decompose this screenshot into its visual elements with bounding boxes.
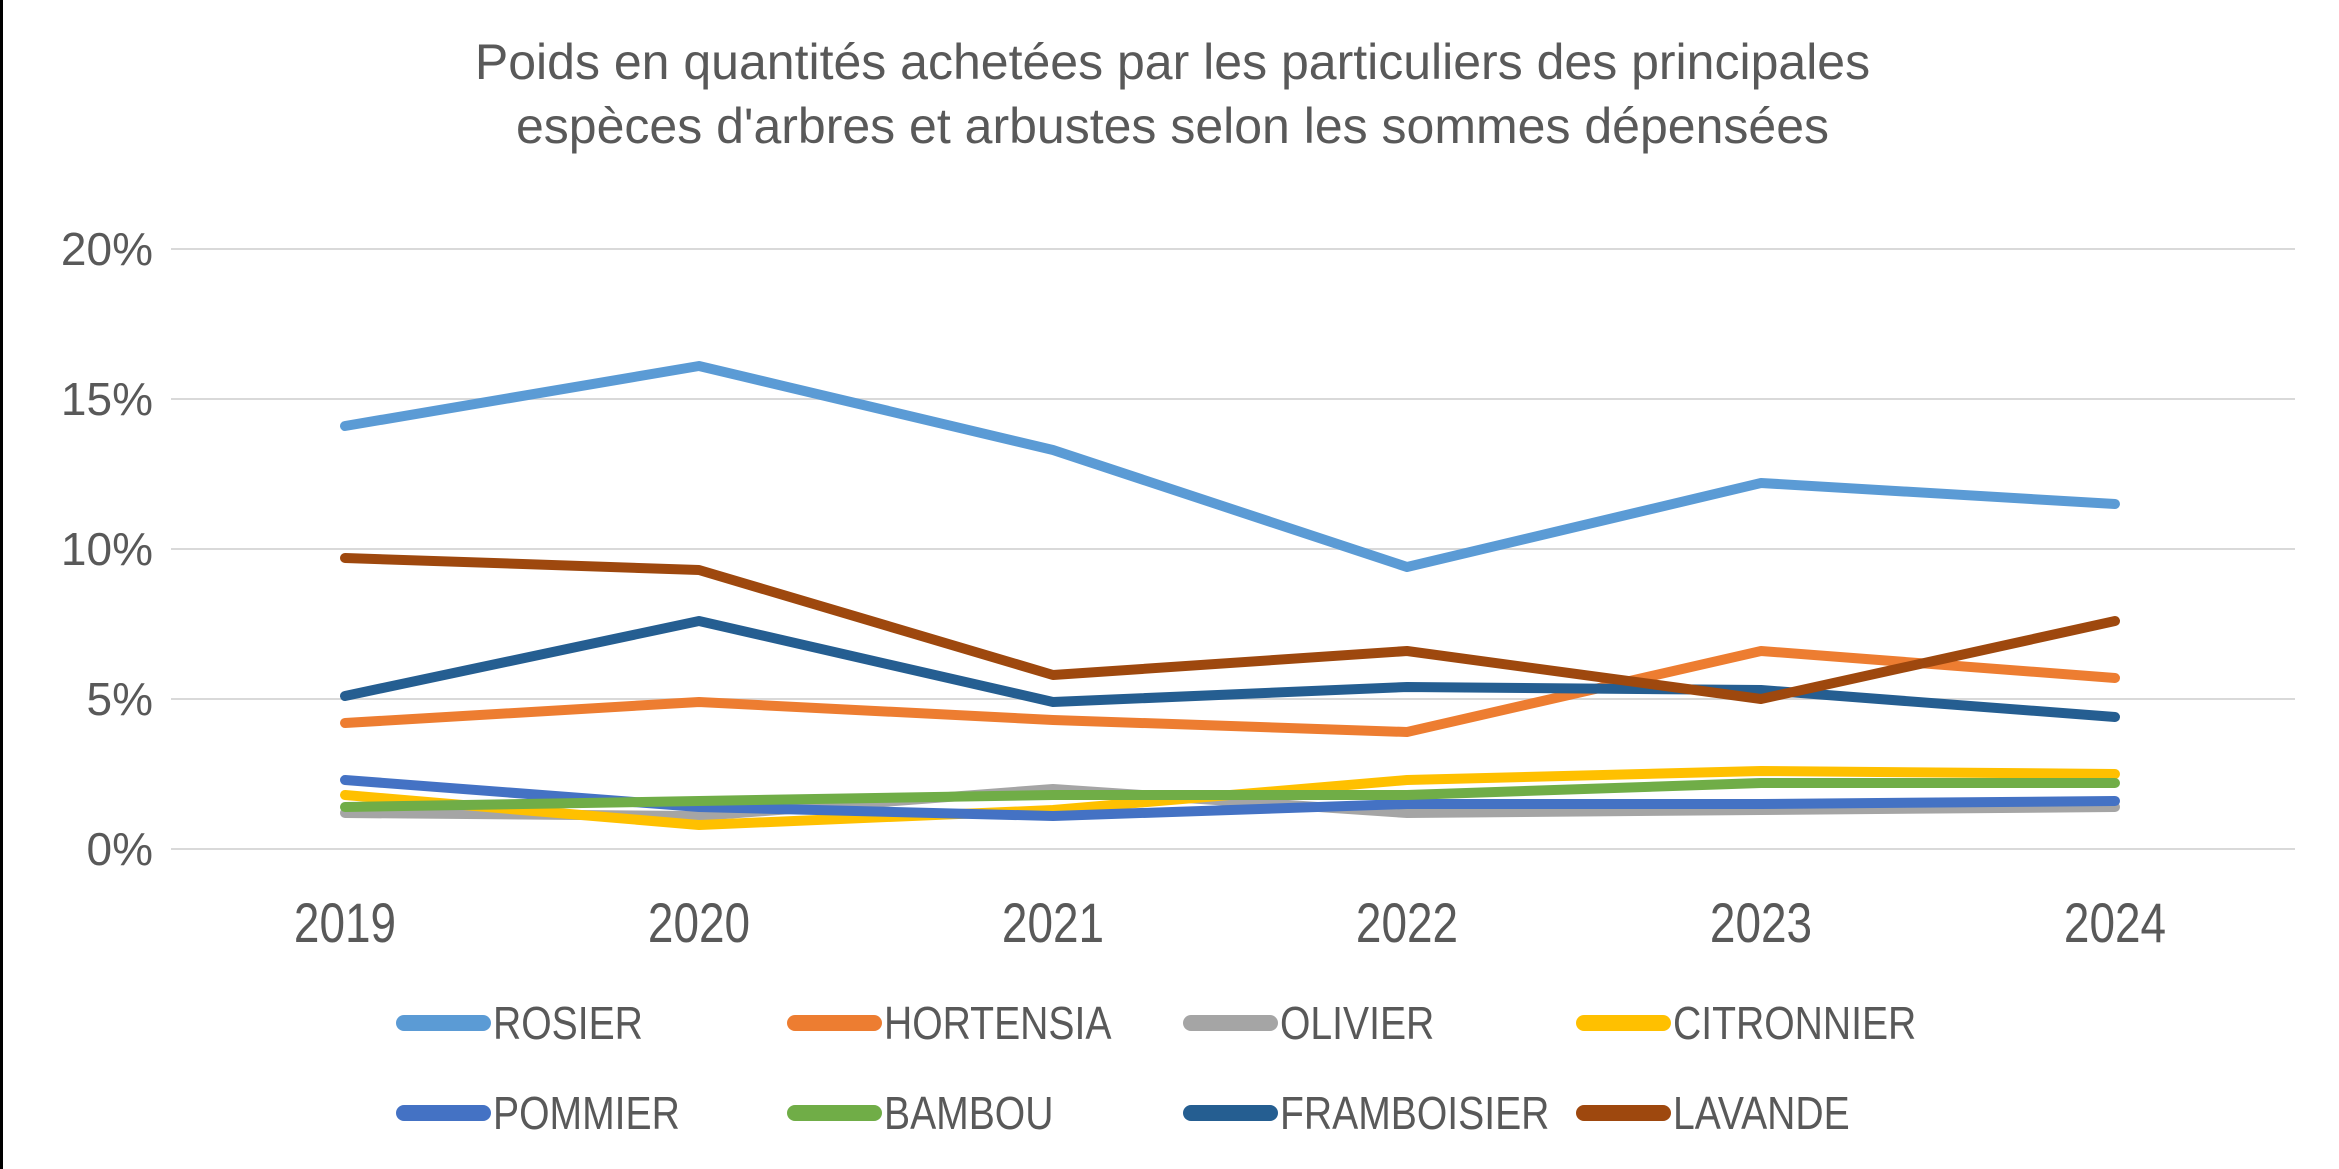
y-axis-tick-label-20pct: 20% bbox=[60, 223, 153, 275]
legend-label-hortensia: HORTENSIA bbox=[884, 997, 1112, 1049]
chart-title: Poids en quantités achetées par les part… bbox=[3, 30, 2339, 158]
series-line-hortensia bbox=[340, 646, 2120, 737]
legend-label-citronnier: CITRONNIER bbox=[1673, 997, 1917, 1049]
legend-item-olivier: OLIVIER bbox=[1183, 995, 1462, 1051]
legend-swatch-bambou bbox=[787, 1105, 882, 1121]
y-axis-tick-label-15pct: 15% bbox=[60, 373, 153, 425]
legend-label-olivier: OLIVIER bbox=[1280, 997, 1435, 1049]
legend-label-lavande: LAVANDE bbox=[1673, 1087, 1850, 1139]
x-axis-tick-label-2021: 2021 bbox=[1001, 891, 1105, 954]
y-axis-tick-label-10pct: 10% bbox=[60, 523, 153, 575]
x-axis-tick-label-2019: 2019 bbox=[293, 891, 397, 954]
x-axis-tick-label-2020: 2020 bbox=[647, 891, 751, 954]
legend-item-pommier: POMMIER bbox=[396, 1085, 713, 1141]
legend-item-hortensia: HORTENSIA bbox=[787, 995, 1152, 1051]
x-axis-tick-label-2022: 2022 bbox=[1355, 891, 1459, 954]
series-line-rosier bbox=[340, 361, 2120, 572]
x-axis-tick-label-2023: 2023 bbox=[1709, 891, 1813, 954]
legend-label-framboisier: FRAMBOISIER bbox=[1280, 1087, 1550, 1139]
legend-swatch-citronnier bbox=[1576, 1015, 1671, 1031]
series-line-bambou bbox=[340, 778, 2120, 812]
legend-swatch-rosier bbox=[396, 1015, 491, 1031]
legend-item-rosier: ROSIER bbox=[396, 995, 669, 1051]
legend-label-rosier: ROSIER bbox=[493, 997, 643, 1049]
plot-area bbox=[171, 248, 2295, 850]
legend-item-bambou: BAMBOU bbox=[787, 1085, 1083, 1141]
legend-item-lavande: LAVANDE bbox=[1576, 1085, 1881, 1141]
y-axis-tick-label-5pct: 5% bbox=[86, 673, 153, 725]
x-axis-tick-label-2024: 2024 bbox=[2063, 891, 2167, 954]
chart-title-line-2: espèces d'arbres et arbustes selon les s… bbox=[515, 98, 1830, 154]
series-line-framboisier bbox=[340, 616, 2120, 722]
legend-item-framboisier: FRAMBOISIER bbox=[1183, 1085, 1597, 1141]
legend-swatch-hortensia bbox=[787, 1015, 882, 1031]
legend-swatch-olivier bbox=[1183, 1015, 1278, 1031]
legend-swatch-framboisier bbox=[1183, 1105, 1278, 1121]
legend-label-bambou: BAMBOU bbox=[884, 1087, 1054, 1139]
y-axis-tick-label-0pct: 0% bbox=[86, 823, 153, 875]
legend-label-pommier: POMMIER bbox=[493, 1087, 680, 1139]
series-line-lavande bbox=[340, 553, 2120, 704]
legend-swatch-pommier bbox=[396, 1105, 491, 1121]
legend-swatch-lavande bbox=[1576, 1105, 1671, 1121]
chart-title-line-1: Poids en quantités achetées par les part… bbox=[474, 34, 1871, 90]
legend-item-citronnier: CITRONNIER bbox=[1576, 995, 1959, 1051]
